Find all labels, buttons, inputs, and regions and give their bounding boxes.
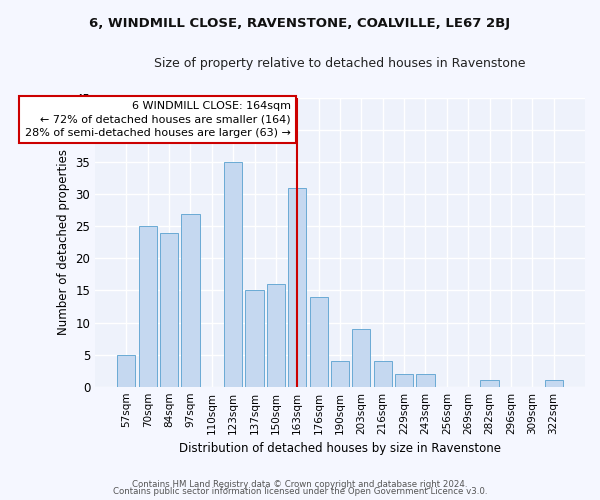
- Bar: [331, 361, 349, 386]
- Bar: [267, 284, 285, 386]
- Bar: [245, 290, 263, 386]
- Bar: [160, 232, 178, 386]
- Bar: [545, 380, 563, 386]
- Text: Contains HM Land Registry data © Crown copyright and database right 2024.: Contains HM Land Registry data © Crown c…: [132, 480, 468, 489]
- Bar: [352, 329, 370, 386]
- Text: 6, WINDMILL CLOSE, RAVENSTONE, COALVILLE, LE67 2BJ: 6, WINDMILL CLOSE, RAVENSTONE, COALVILLE…: [89, 18, 511, 30]
- Bar: [117, 354, 136, 386]
- Bar: [288, 188, 307, 386]
- Bar: [224, 162, 242, 386]
- Y-axis label: Number of detached properties: Number of detached properties: [57, 150, 70, 336]
- X-axis label: Distribution of detached houses by size in Ravenstone: Distribution of detached houses by size …: [179, 442, 501, 455]
- Bar: [181, 214, 200, 386]
- Bar: [374, 361, 392, 386]
- Text: Contains public sector information licensed under the Open Government Licence v3: Contains public sector information licen…: [113, 487, 487, 496]
- Bar: [481, 380, 499, 386]
- Text: 6 WINDMILL CLOSE: 164sqm
← 72% of detached houses are smaller (164)
28% of semi-: 6 WINDMILL CLOSE: 164sqm ← 72% of detach…: [25, 102, 291, 138]
- Bar: [310, 297, 328, 386]
- Bar: [395, 374, 413, 386]
- Title: Size of property relative to detached houses in Ravenstone: Size of property relative to detached ho…: [154, 58, 526, 70]
- Bar: [139, 226, 157, 386]
- Bar: [416, 374, 434, 386]
